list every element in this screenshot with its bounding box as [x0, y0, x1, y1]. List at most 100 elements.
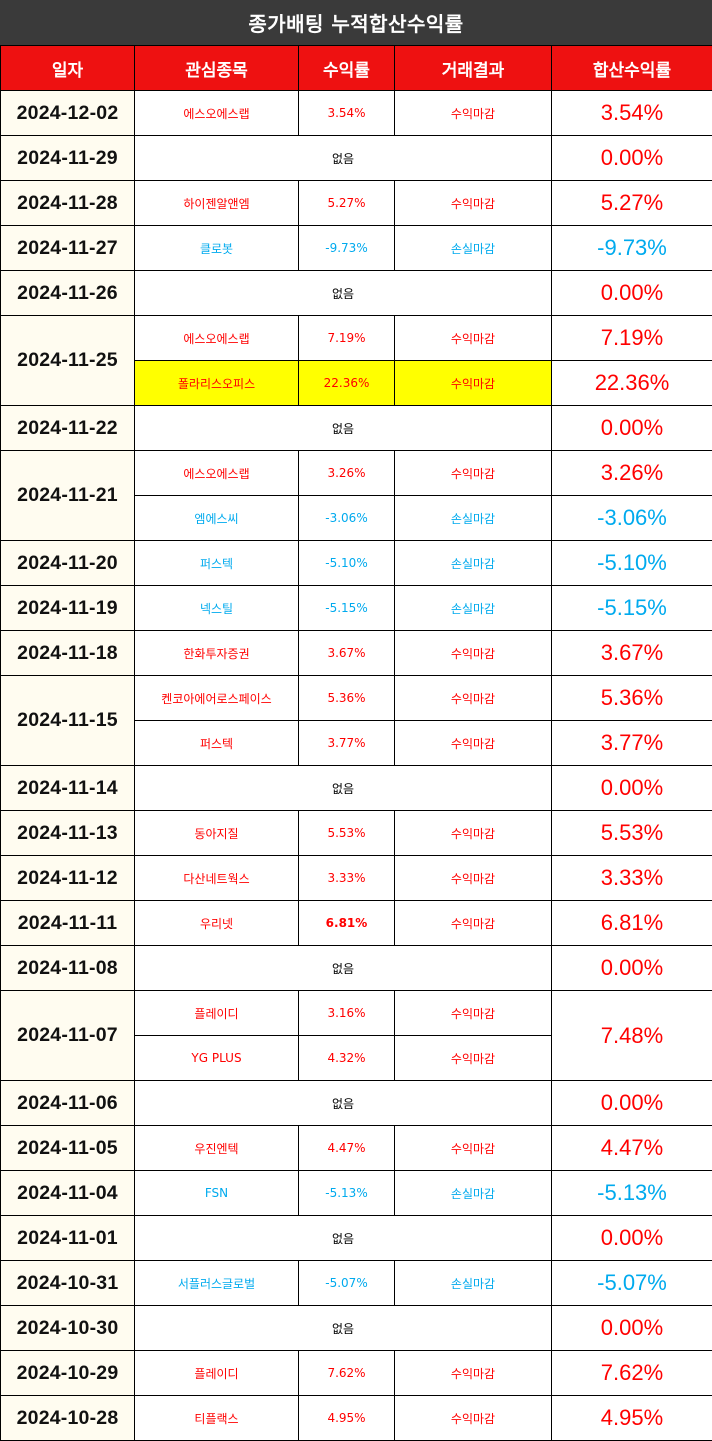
result-cell: 수익마감	[394, 360, 552, 406]
result-cell: 수익마감	[394, 450, 552, 496]
total-return-cell: 5.53%	[551, 810, 712, 856]
date-cell: 2024-11-27	[0, 225, 135, 271]
rate-cell: 3.33%	[298, 855, 395, 901]
table-row: 2024-11-25 에스오에스랩 7.19% 수익마감 7.19%	[0, 315, 712, 406]
result-cell: 손실마감	[394, 585, 552, 631]
table-row: 2024-11-28 하이젠알앤엠 5.27% 수익마감 5.27%	[0, 180, 712, 226]
result-cell: 손실마감	[394, 1170, 552, 1216]
stock-name-cell: 플레이디	[134, 1350, 299, 1396]
result-cell: 수익마감	[394, 180, 552, 226]
result-cell: 손실마감	[394, 495, 552, 541]
result-cell: 손실마감	[394, 540, 552, 586]
table-row: 2024-10-31 서플러스글로벌 -5.07% 손실마감 -5.07%	[0, 1260, 712, 1306]
result-cell: 수익마감	[394, 315, 552, 361]
stock-name-cell: 한화투자증권	[134, 630, 299, 676]
total-return-cell: 5.36%	[551, 675, 712, 721]
table-row: 2024-11-18 한화투자증권 3.67% 수익마감 3.67%	[0, 630, 712, 676]
result-cell: 손실마감	[394, 1260, 552, 1306]
rate-cell: 3.54%	[298, 90, 395, 136]
date-cell: 2024-10-30	[0, 1305, 135, 1351]
no-trade-cell: 없음	[134, 1215, 552, 1261]
total-return-cell: 3.67%	[551, 630, 712, 676]
table-row: 2024-11-06 없음 0.00%	[0, 1080, 712, 1126]
table-row: 2024-11-05 우진엔텍 4.47% 수익마감 4.47%	[0, 1125, 712, 1171]
stock-name-cell: 우리넷	[134, 900, 299, 946]
result-cell: 수익마감	[394, 1395, 552, 1441]
table-row: 2024-11-13 동아지질 5.53% 수익마감 5.53%	[0, 810, 712, 856]
rate-cell: -5.10%	[298, 540, 395, 586]
date-cell: 2024-11-18	[0, 630, 135, 676]
total-return-cell: -5.07%	[551, 1260, 712, 1306]
result-cell: 수익마감	[394, 990, 552, 1036]
total-return-cell: 0.00%	[551, 405, 712, 451]
rate-cell: 5.27%	[298, 180, 395, 226]
total-return-cell: 7.62%	[551, 1350, 712, 1396]
stock-name-cell: 클로봇	[134, 225, 299, 271]
table-body: 2024-12-02 에스오에스랩 3.54% 수익마감 3.54% 2024-11-29…	[0, 90, 712, 1441]
header-total: 합산수익률	[551, 45, 712, 91]
rate-cell: 3.67%	[298, 630, 395, 676]
table-row: 2024-10-30 없음 0.00%	[0, 1305, 712, 1351]
date-cell: 2024-11-12	[0, 855, 135, 901]
header-rate: 수익률	[298, 45, 395, 91]
total-return-cell: 6.81%	[551, 900, 712, 946]
no-trade-cell: 없음	[134, 945, 552, 991]
date-cell: 2024-11-01	[0, 1215, 135, 1261]
result-cell: 수익마감	[394, 90, 552, 136]
stock-name-cell: 퍼스텍	[134, 540, 299, 586]
total-return-cell: 0.00%	[551, 270, 712, 316]
result-cell: 수익마감	[394, 630, 552, 676]
date-cell: 2024-11-08	[0, 945, 135, 991]
date-cell: 2024-11-26	[0, 270, 135, 316]
table-row: 2024-11-19 넥스틸 -5.15% 손실마감 -5.15%	[0, 585, 712, 631]
total-return-cell: 7.48%	[551, 990, 712, 1081]
rate-cell: -3.06%	[298, 495, 395, 541]
table-row: 2024-11-12 다산네트웍스 3.33% 수익마감 3.33%	[0, 855, 712, 901]
stock-name-cell: 에스오에스랩	[134, 315, 299, 361]
rate-cell: 3.16%	[298, 990, 395, 1036]
date-cell: 2024-11-22	[0, 405, 135, 451]
total-return-cell: -5.10%	[551, 540, 712, 586]
stock-name-cell: 플레이디	[134, 990, 299, 1036]
date-cell: 2024-11-15	[0, 675, 135, 766]
rate-cell: 3.26%	[298, 450, 395, 496]
total-return-cell: 7.19%	[551, 315, 712, 361]
header-stock: 관심종목	[134, 45, 299, 91]
no-trade-cell: 없음	[134, 765, 552, 811]
total-return-cell: 4.95%	[551, 1395, 712, 1441]
total-return-cell: 0.00%	[551, 1215, 712, 1261]
date-cell: 2024-11-14	[0, 765, 135, 811]
date-cell: 2024-11-29	[0, 135, 135, 181]
rate-cell: 22.36%	[298, 360, 395, 406]
date-cell: 2024-10-31	[0, 1260, 135, 1306]
total-return-cell: 0.00%	[551, 135, 712, 181]
rate-cell: 7.62%	[298, 1350, 395, 1396]
stock-name-cell: 다산네트웍스	[134, 855, 299, 901]
date-cell: 2024-11-07	[0, 990, 135, 1081]
rate-cell: 4.95%	[298, 1395, 395, 1441]
date-cell: 2024-11-06	[0, 1080, 135, 1126]
result-cell: 수익마감	[394, 1035, 552, 1081]
stock-name-cell: YG PLUS	[134, 1035, 299, 1081]
stock-name-cell: 티플랙스	[134, 1395, 299, 1441]
result-cell: 손실마감	[394, 225, 552, 271]
result-cell: 수익마감	[394, 1125, 552, 1171]
table-row: 2024-11-22 없음 0.00%	[0, 405, 712, 451]
table-row: 2024-12-02 에스오에스랩 3.54% 수익마감 3.54%	[0, 90, 712, 136]
stock-name-cell: 에스오에스랩	[134, 450, 299, 496]
no-trade-cell: 없음	[134, 135, 552, 181]
total-return-cell: 0.00%	[551, 1080, 712, 1126]
table-row: 엠에스씨 -3.06% 손실마감 -3.06%	[1, 495, 712, 541]
table-row: 퍼스텍 3.77% 수익마감 3.77%	[1, 720, 712, 766]
table-row: 2024-10-28 티플랙스 4.95% 수익마감 4.95%	[0, 1395, 712, 1441]
table-row: YG PLUS 4.32% 수익마감	[1, 1035, 712, 1081]
total-return-cell: 3.33%	[551, 855, 712, 901]
stock-name-cell: 엠에스씨	[134, 495, 299, 541]
table-row: 2024-11-07 플레이디 3.16% 수익마감 7.48%	[0, 990, 712, 1081]
header-row: 일자 관심종목 수익률 거래결과 합산수익률	[0, 45, 712, 91]
stock-name-cell: 동아지질	[134, 810, 299, 856]
date-cell: 2024-11-13	[0, 810, 135, 856]
table-row: 2024-11-29 없음 0.00%	[0, 135, 712, 181]
result-cell: 수익마감	[394, 720, 552, 766]
table-row: 2024-11-14 없음 0.00%	[0, 765, 712, 811]
